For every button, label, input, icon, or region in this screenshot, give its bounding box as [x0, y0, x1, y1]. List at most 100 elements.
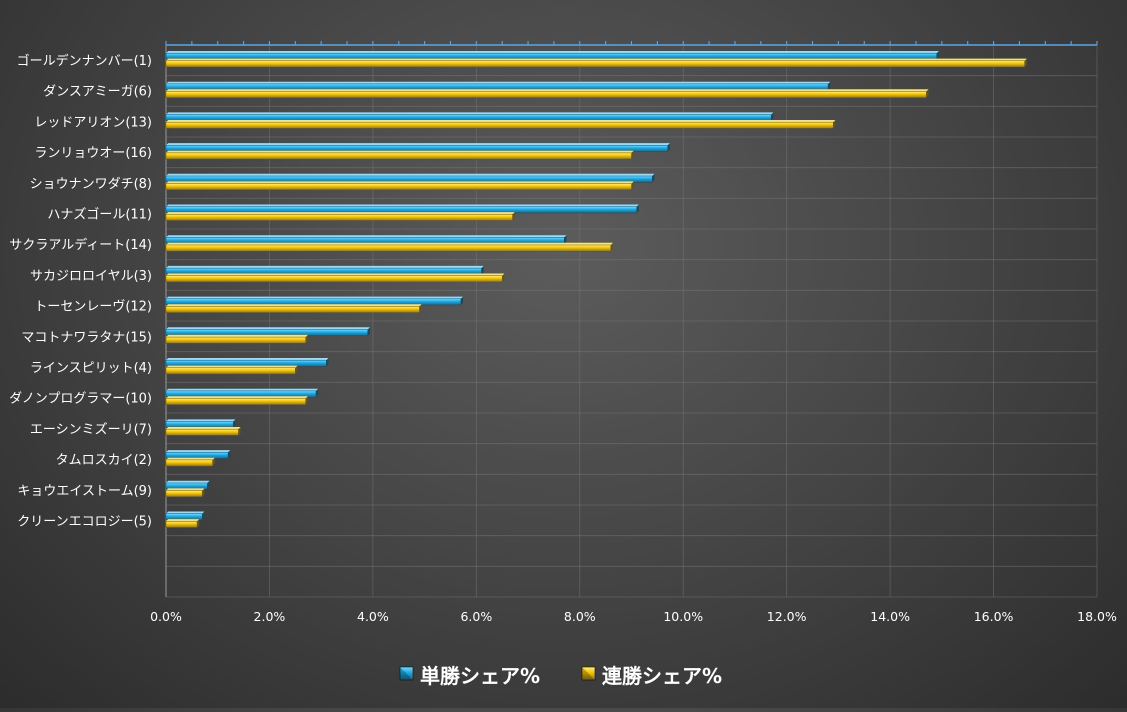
bar-tansho	[165, 452, 229, 459]
bar-tansho-side	[636, 204, 639, 213]
bar-tansho	[165, 390, 317, 398]
bar-tansho	[165, 145, 668, 152]
bar-tansho-top	[166, 235, 567, 238]
x-tick-label: 16.0%	[974, 609, 1014, 624]
bar-rensho-side	[1024, 58, 1027, 67]
bar-rensho-top	[166, 304, 422, 307]
x-tick-label: 6.0%	[460, 609, 492, 624]
bar-tansho-top	[166, 112, 774, 115]
category-label: ランリョウオー(16)	[34, 146, 152, 161]
bar-tansho	[165, 298, 462, 306]
bar-rensho	[165, 121, 834, 129]
bar-rensho-side	[305, 396, 308, 405]
bar-tansho-top	[166, 143, 670, 146]
bar-tansho-side	[936, 51, 939, 60]
bar-rensho-top	[166, 488, 205, 491]
bar-tansho	[165, 421, 234, 429]
x-tick-label: 2.0%	[254, 609, 286, 624]
category-label: ショウナンワダチ(8)	[30, 177, 152, 192]
bar-tansho-side	[367, 327, 370, 336]
bar-rensho	[165, 336, 306, 344]
bar-rensho	[165, 244, 612, 252]
bar-rensho	[165, 275, 503, 283]
x-tick-label: 10.0%	[663, 609, 703, 624]
x-tick-label: 14.0%	[870, 609, 910, 624]
bar-rensho	[165, 367, 296, 375]
bar-rensho-side	[197, 519, 200, 528]
bar-rensho-top	[166, 181, 634, 184]
bar-rensho-top	[166, 120, 836, 123]
bar-tansho-top	[166, 388, 319, 391]
legend-rensho-label: 連勝シェア%	[602, 664, 722, 688]
x-tick-label: 4.0%	[357, 609, 389, 624]
bar-rensho-side	[610, 242, 614, 252]
category-label: ゴールデンナンバー(1)	[17, 53, 152, 69]
bar-rensho-top	[166, 242, 614, 245]
bar-tansho-top	[166, 265, 484, 269]
bar-rensho	[165, 459, 213, 467]
bar-rensho-top	[166, 212, 515, 215]
category-label: サカジロロイヤル(3)	[30, 269, 152, 284]
category-label: マコトナワラタナ(15)	[21, 330, 152, 345]
bar-rensho-side	[202, 488, 205, 497]
legend-tansho-swatch-shade	[400, 667, 413, 680]
category-label: トーセンレーヴ(12)	[34, 299, 152, 315]
legend-tansho-label: 単勝シェア%	[420, 664, 540, 688]
bar-rensho-side	[212, 457, 215, 467]
bar-rensho-top	[166, 89, 929, 92]
bar-tansho-side	[233, 419, 236, 428]
bar-rensho	[165, 60, 1025, 68]
bar-tansho-top	[166, 327, 370, 330]
category-label: タムロスカイ(2)	[56, 453, 152, 468]
bar-tansho-side	[481, 265, 484, 275]
bar-tansho-side	[652, 173, 655, 183]
bar-tansho-top	[166, 204, 639, 207]
bar-rensho-top	[166, 396, 308, 399]
bar-rensho-side	[305, 334, 308, 344]
category-label: レッドアリオン(13)	[34, 115, 152, 130]
bar-tansho-side	[771, 112, 774, 121]
bar-rensho-top	[166, 273, 505, 276]
x-tick-label: 12.0%	[767, 609, 807, 624]
bar-rensho-side	[419, 304, 422, 313]
bar-tansho-top	[166, 419, 236, 422]
bar-tansho-side	[228, 450, 231, 459]
bar-tansho-top	[166, 296, 464, 299]
bar-rensho	[165, 521, 198, 528]
bar-rensho-top	[166, 334, 308, 338]
bar-rensho	[165, 490, 203, 498]
bar-rensho-side	[295, 365, 298, 374]
category-label: ダンスアミーガ(6)	[43, 85, 152, 100]
bar-rensho-side	[926, 89, 929, 98]
category-label: サクラアルディート(14)	[9, 237, 152, 253]
bar-rensho-top	[166, 457, 215, 460]
bar-tansho-top	[166, 450, 231, 453]
bar-tansho-side	[202, 511, 205, 520]
category-label: ハナズゴール(11)	[47, 207, 152, 223]
bar-rensho-top	[166, 365, 298, 368]
bar-rensho	[165, 183, 632, 191]
bar-rensho-top	[166, 427, 241, 430]
legend-tansho-swatch	[399, 666, 414, 681]
bar-rensho	[165, 91, 927, 98]
bar-rensho	[165, 306, 420, 313]
bar-tansho-side	[667, 143, 670, 152]
bar-tansho-top	[166, 51, 939, 54]
bar-tansho-top	[166, 173, 655, 176]
bar-rensho-side	[502, 273, 505, 282]
bar-rensho	[165, 214, 513, 221]
bar-rensho	[165, 398, 306, 405]
bar-tansho-top	[166, 81, 831, 84]
category-label: エーシンミズーリ(7)	[30, 421, 152, 437]
bar-rensho-side	[631, 181, 634, 190]
bar-tansho-top	[166, 358, 329, 361]
bar-tansho-side	[326, 358, 329, 367]
bar-tansho	[165, 267, 482, 275]
category-label: ダノンプログラマー(10)	[9, 392, 152, 407]
bar-rensho	[165, 428, 239, 436]
bar-tansho-top	[166, 511, 205, 514]
legend-rensho-swatch-shade	[582, 667, 595, 680]
legend-rensho-swatch	[581, 666, 596, 681]
